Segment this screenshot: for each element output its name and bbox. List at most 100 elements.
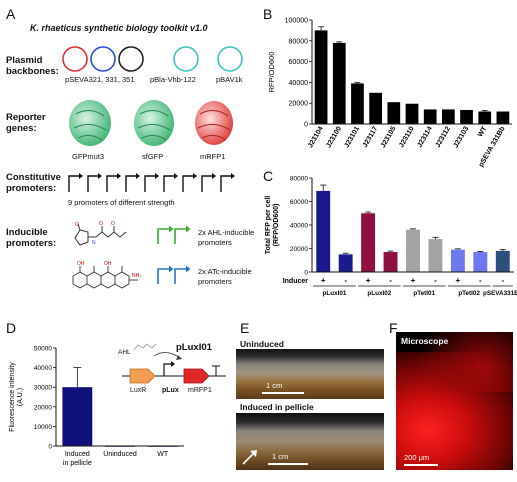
microscope-scale-bar bbox=[404, 464, 438, 466]
microscope-photo: Microscope 200 μm bbox=[396, 332, 513, 470]
group-label: pTetI02 bbox=[458, 290, 480, 297]
inducible-label: Inducible promoters: bbox=[6, 227, 56, 249]
panel-f-letter: F bbox=[389, 320, 398, 336]
induced-label: Induced in pellicle bbox=[240, 402, 314, 412]
x-tick-label: Uninduced bbox=[103, 451, 137, 458]
x-tick-label: WT bbox=[157, 451, 169, 458]
pluxi01-title: pLuxI01 bbox=[176, 342, 213, 353]
bar bbox=[423, 109, 437, 124]
y-tick-label: 0 bbox=[304, 122, 308, 129]
y-tick-label: 10000 bbox=[34, 424, 52, 431]
sfgfp-structure-icon bbox=[134, 100, 174, 146]
group-label: pLuxI02 bbox=[367, 290, 391, 297]
y-tick-label: 0 bbox=[48, 444, 52, 451]
y-axis-title-line1: Fluorescence intensity bbox=[9, 362, 16, 432]
bar bbox=[62, 387, 93, 446]
y-tick-label: 20000 bbox=[289, 101, 309, 108]
induced-scale-bar bbox=[268, 463, 308, 465]
promoter-arrows bbox=[68, 173, 235, 192]
x-tick-label: Induced bbox=[65, 451, 90, 458]
constitutive-label-line1: Constitutive bbox=[6, 172, 61, 183]
protein-structures bbox=[69, 100, 233, 146]
bar bbox=[314, 30, 328, 124]
ahl-caption-line1: 2x AHL-inducible bbox=[198, 228, 255, 237]
bar bbox=[442, 109, 455, 124]
inducer-mark: - bbox=[389, 276, 392, 285]
inducer-mark: - bbox=[479, 276, 482, 285]
induced-photo: 1 cm bbox=[236, 413, 384, 470]
chart-b: 0 20000 40000 60000 80000 100000 RFP/OD600 J231… bbox=[267, 18, 512, 168]
y-tick-label: 80000 bbox=[289, 38, 309, 45]
y-tick-label: 80000 bbox=[290, 176, 308, 183]
atc-molecule-icon: OH OH NH₂ bbox=[72, 261, 141, 289]
x-tick-label: J23103 bbox=[453, 125, 471, 149]
ahl-inducible-promoters-icon bbox=[157, 225, 191, 244]
y-tick-label: 40000 bbox=[289, 80, 309, 87]
y-tick-label: 60000 bbox=[289, 59, 309, 66]
atc-caption-line1: 2x ATc-inducible bbox=[198, 267, 252, 276]
bar bbox=[405, 103, 419, 124]
plasmid-caption-left: pSEVA321, 331, 351 bbox=[65, 75, 135, 84]
x-tick-label: J23100 bbox=[325, 125, 343, 149]
plasmid-rings bbox=[62, 46, 243, 72]
svg-text:O: O bbox=[99, 221, 103, 227]
bar bbox=[361, 213, 376, 272]
svg-text:N: N bbox=[92, 240, 96, 246]
panel-d-letter: D bbox=[6, 320, 17, 336]
uninduced-scale-text: 1 cm bbox=[266, 381, 283, 390]
protein-label-mrfp1: mRFP1 bbox=[200, 152, 226, 161]
atc-inducible-promoters-icon bbox=[157, 265, 191, 284]
reporter-label-line1: Reporter bbox=[6, 112, 46, 123]
bar bbox=[387, 102, 401, 124]
bar bbox=[495, 250, 510, 272]
inducer-mark: - bbox=[501, 276, 504, 285]
x-tick-label: J23105 bbox=[380, 125, 398, 149]
group-label: pLuxI01 bbox=[323, 290, 347, 297]
svg-text:OH: OH bbox=[77, 261, 85, 267]
plux-promoter-icon bbox=[163, 363, 171, 376]
ahl-label: AHL bbox=[118, 349, 131, 356]
atc-caption: 2x ATc-inducible promoters bbox=[198, 267, 252, 287]
protein-label-sfgfp: sfGFP bbox=[142, 152, 164, 161]
x-tick-label: J23112 bbox=[435, 125, 453, 148]
protein-label-gfpmut3: GFPmut3 bbox=[72, 152, 105, 161]
inducer-mark: + bbox=[321, 276, 326, 285]
y-tick-label: 100000 bbox=[285, 18, 308, 25]
y-axis-title-line2: (RFP/OD600) bbox=[273, 204, 280, 247]
microscope-label: Microscope bbox=[401, 336, 449, 346]
constitutive-label-line2: promoters: bbox=[6, 183, 57, 194]
x-tick-label: J23114 bbox=[416, 125, 434, 148]
plasmid-label: Plasmid backbones: bbox=[6, 55, 59, 77]
y-tick-label: 0 bbox=[304, 270, 308, 277]
x-tick-label: J23110 bbox=[398, 125, 416, 148]
bar bbox=[478, 111, 492, 124]
terminator-icon bbox=[212, 365, 220, 376]
panel-a-title: K. rhaeticus synthetic biology toolkit v… bbox=[30, 23, 208, 33]
bar bbox=[473, 252, 488, 272]
x-tick-label: J23101 bbox=[343, 125, 361, 149]
plasmid-caption-right: pBAV1k bbox=[216, 75, 243, 84]
panel-e-letter: E bbox=[240, 320, 250, 336]
ahl-caption-line2: promoters bbox=[198, 238, 232, 247]
y-tick-label: 40000 bbox=[290, 223, 308, 230]
inducer-mark: + bbox=[456, 276, 461, 285]
luxr-label: LuxR bbox=[130, 387, 146, 394]
ahl-caption: 2x AHL-inducible promoters bbox=[198, 228, 254, 248]
uninduced-label: Uninduced bbox=[240, 339, 284, 349]
constitutive-caption: 9 promoters of different strength bbox=[68, 198, 175, 207]
uninduced-photo: 1 cm bbox=[236, 349, 384, 399]
y-tick-label: 40000 bbox=[34, 365, 52, 372]
x-tick-label: WT bbox=[477, 125, 489, 139]
svg-text:OH: OH bbox=[104, 261, 112, 267]
bar bbox=[406, 229, 420, 272]
uninduced-scale-bar bbox=[262, 392, 304, 394]
plux-label: pLux bbox=[162, 387, 179, 394]
bar bbox=[496, 111, 510, 124]
group-label: pTetI01 bbox=[413, 290, 435, 297]
luxr-gene-icon bbox=[129, 368, 156, 384]
reporter-label-line2: genes: bbox=[6, 123, 37, 134]
plasmid-caption-mid: pBla-Vhb-122 bbox=[150, 75, 196, 84]
microscope-scale-text: 200 μm bbox=[404, 453, 430, 462]
bar bbox=[383, 252, 398, 272]
inducer-mark: + bbox=[366, 276, 371, 285]
